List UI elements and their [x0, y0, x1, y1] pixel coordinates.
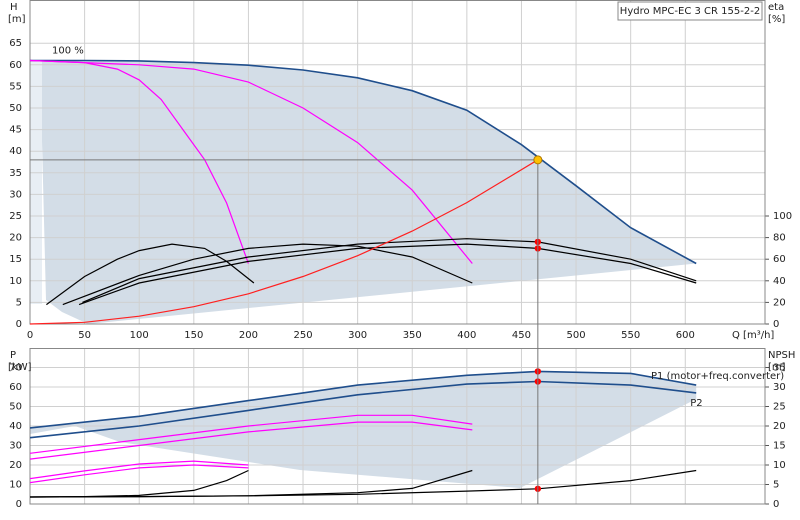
y2-tick-label: 20 — [773, 421, 786, 432]
x-tick-label: 350 — [403, 330, 422, 341]
curve-label: 100 % — [52, 45, 84, 56]
y-tick-label: 55 — [9, 81, 22, 92]
y-tick-label: 65 — [9, 38, 22, 49]
y2-tick-label: 100 — [773, 211, 792, 222]
y2-tick-label: 80 — [773, 233, 786, 244]
y2-tick-label: 35 — [773, 363, 786, 374]
y-tick-label: 0 — [16, 499, 22, 510]
curve — [29, 159, 539, 325]
series-label: P1 (motor+freq.converter) — [651, 371, 784, 382]
low-flow-zone — [30, 60, 42, 304]
y-tick-label: 45 — [9, 125, 22, 136]
y2-tick-label: 0 — [773, 319, 779, 330]
y2-tick-label: 20 — [773, 297, 786, 308]
curve — [29, 414, 473, 454]
y-tick-label: 35 — [9, 168, 22, 179]
y-axis-label: P — [10, 350, 16, 361]
y2-tick-label: 60 — [773, 254, 786, 265]
x-tick-label: 250 — [293, 330, 312, 341]
y-tick-label: 10 — [9, 480, 22, 491]
y-tick-label: 25 — [9, 211, 22, 222]
curve — [29, 370, 697, 429]
curve — [30, 59, 697, 265]
y-tick-label: 20 — [9, 233, 22, 244]
series-label: P2 — [690, 398, 702, 409]
y2-axis-label: NPSH — [768, 350, 795, 361]
y2-axis-unit: [m] — [768, 362, 786, 373]
curve — [29, 464, 249, 484]
x-tick-label: 400 — [457, 330, 476, 341]
y2-tick-label: 10 — [773, 460, 786, 471]
operating-range — [30, 371, 697, 488]
curve — [29, 59, 473, 264]
y2-axis-unit: [%] — [768, 14, 785, 25]
y2-tick-label: 5 — [773, 480, 779, 491]
curve — [29, 421, 473, 460]
y-tick-label: 60 — [9, 382, 22, 393]
y-tick-label: 40 — [9, 146, 22, 157]
x-tick-label: 600 — [676, 330, 695, 341]
y-tick-label: 20 — [9, 460, 22, 471]
y-tick-label: 30 — [9, 189, 22, 200]
curve — [29, 469, 249, 498]
x-axis-label: Q [m³/h] — [732, 330, 774, 341]
x-tick-label: 200 — [239, 330, 258, 341]
y-tick-label: 40 — [9, 421, 22, 432]
title-box — [617, 1, 763, 21]
y-tick-label: 10 — [9, 276, 22, 287]
y-tick-label: 60 — [9, 60, 22, 71]
y-tick-label: 30 — [9, 441, 22, 452]
marker — [533, 155, 543, 165]
y-tick-label: 50 — [9, 103, 22, 114]
curve — [29, 460, 249, 480]
x-tick-label: 50 — [78, 330, 91, 341]
y2-tick-label: 15 — [773, 441, 786, 452]
curve — [46, 243, 255, 306]
x-tick-label: 300 — [348, 330, 367, 341]
y2-tick-label: 25 — [773, 402, 786, 413]
curve — [62, 243, 473, 306]
curve — [78, 243, 697, 306]
y-axis-unit: [kW] — [8, 362, 32, 373]
y-tick-label: 5 — [16, 297, 22, 308]
x-tick-label: 150 — [184, 330, 203, 341]
y-tick-label: 0 — [16, 319, 22, 330]
y-tick-label: 70 — [9, 363, 22, 374]
y2-tick-label: 40 — [773, 276, 786, 287]
x-tick-label: 550 — [621, 330, 640, 341]
curve — [29, 469, 473, 498]
y2-tick-label: 0 — [773, 499, 779, 510]
plot-frame — [29, 0, 766, 325]
y-axis-label: H — [10, 2, 18, 13]
plot-frame — [29, 348, 766, 505]
y-tick-label: 15 — [9, 254, 22, 265]
curve — [82, 238, 697, 303]
x-tick-label: 100 — [130, 330, 149, 341]
chart-title: Hydro MPC-EC 3 CR 155-2-2 — [620, 6, 760, 17]
curve — [29, 59, 249, 264]
y2-axis-label: eta — [768, 2, 784, 13]
y2-tick-label: 30 — [773, 382, 786, 393]
x-tick-label: 0 — [27, 330, 33, 341]
curve — [29, 380, 697, 439]
x-tick-label: 500 — [567, 330, 586, 341]
y-axis-unit: [m] — [8, 14, 26, 25]
x-tick-label: 450 — [512, 330, 531, 341]
y-tick-label: 50 — [9, 402, 22, 413]
